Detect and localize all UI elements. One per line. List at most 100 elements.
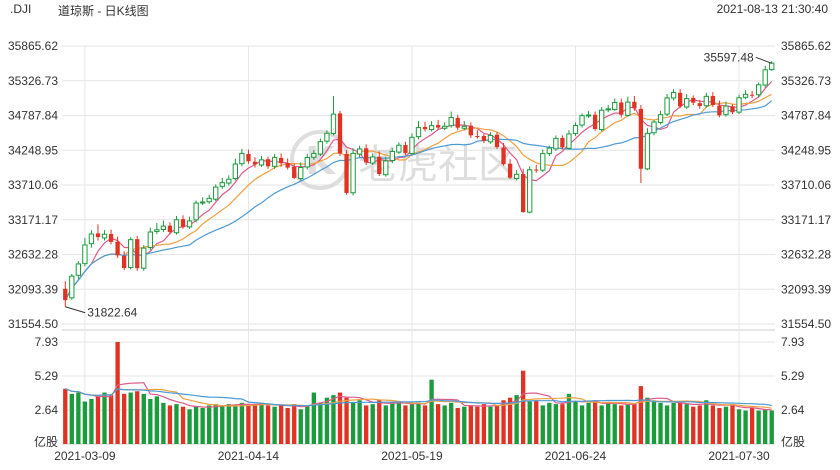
candle-body-up bbox=[75, 263, 82, 276]
candle-body-up bbox=[239, 152, 245, 165]
candle-body-up bbox=[540, 153, 546, 171]
candle-body-up bbox=[370, 156, 376, 164]
candle-body-up bbox=[193, 202, 199, 221]
volume-tick-label-right: 5.29 bbox=[781, 369, 805, 383]
candlesticks bbox=[63, 61, 775, 307]
volume-bar bbox=[121, 393, 127, 444]
volume-bar bbox=[651, 400, 657, 444]
candle-body-up bbox=[271, 156, 278, 167]
grid bbox=[62, 45, 775, 445]
candle-body-down bbox=[560, 137, 565, 148]
candle-body-up bbox=[69, 275, 75, 299]
volume-bar bbox=[540, 405, 545, 444]
price-tick-label-right: 31554.50 bbox=[781, 317, 831, 331]
candle-body-down bbox=[475, 135, 480, 137]
volume-bar bbox=[239, 402, 245, 444]
candle-body-down bbox=[455, 117, 460, 128]
volume-bar bbox=[350, 402, 356, 444]
price-tick-label-left: 33710.06 bbox=[8, 178, 58, 192]
volume-bar bbox=[390, 401, 395, 444]
volume-bar bbox=[710, 405, 716, 444]
volume-bar bbox=[586, 402, 591, 444]
date-tick-label: 2021-06-24 bbox=[545, 449, 607, 463]
candle-body-down bbox=[481, 135, 487, 141]
volume-bar bbox=[749, 407, 755, 444]
candle-body-up bbox=[88, 233, 95, 245]
volume-bar bbox=[514, 395, 519, 444]
candle-body-down bbox=[592, 114, 598, 130]
candle-body-up bbox=[311, 152, 317, 158]
volume-bar bbox=[193, 406, 199, 444]
candle-body-up bbox=[317, 141, 324, 155]
volume-bar bbox=[108, 395, 114, 444]
candle-body-up bbox=[154, 229, 160, 232]
candle-body-up bbox=[442, 125, 448, 129]
volume-tick-label-left: 5.29 bbox=[35, 369, 59, 383]
high-annotation-leader bbox=[755, 56, 772, 64]
candle-body-down bbox=[180, 219, 186, 227]
candle-body-up bbox=[415, 127, 422, 138]
price-tick-label-right: 33710.06 bbox=[781, 178, 831, 192]
candle-body-up bbox=[448, 117, 454, 127]
candle-body-down bbox=[63, 288, 68, 301]
volume-bar bbox=[403, 405, 408, 444]
volume-bar bbox=[488, 406, 493, 444]
volume-bar bbox=[174, 404, 179, 444]
timestamp-label: 2021-08-13 21:30:40 bbox=[716, 2, 828, 16]
candle-body-down bbox=[265, 159, 271, 167]
candle-body-up bbox=[409, 136, 415, 154]
volume-bar bbox=[527, 401, 532, 444]
candle-body-down bbox=[337, 113, 343, 154]
volume-bar bbox=[383, 405, 388, 444]
candle-body-up bbox=[428, 125, 435, 131]
candle-body-up bbox=[598, 109, 605, 131]
candle-body-up bbox=[350, 152, 356, 194]
candle-body-down bbox=[252, 161, 258, 165]
volume-bar bbox=[599, 405, 604, 444]
volume-bar bbox=[161, 402, 166, 444]
volume-bar bbox=[736, 409, 742, 444]
candle-body-up bbox=[298, 167, 304, 180]
candle-body-down bbox=[691, 97, 696, 103]
volume-bar bbox=[357, 400, 362, 444]
candle-body-up bbox=[644, 132, 651, 170]
volume-bar bbox=[645, 397, 650, 444]
candle-body-up bbox=[258, 159, 265, 166]
volume-bar bbox=[501, 400, 506, 444]
volume-bar bbox=[63, 388, 68, 444]
candle-body-up bbox=[566, 133, 572, 149]
price-tick-label-right: 34248.95 bbox=[781, 143, 831, 157]
candle-body-up bbox=[186, 220, 193, 228]
volume-moving-averages bbox=[65, 382, 772, 411]
low-annotation-leader bbox=[65, 306, 86, 314]
candle-body-down bbox=[292, 166, 297, 178]
volume-bar bbox=[553, 404, 559, 444]
candle-body-up bbox=[769, 62, 775, 71]
candle-body-up bbox=[330, 113, 337, 134]
volume-tick-label-left: 7.93 bbox=[35, 335, 59, 349]
candle-body-up bbox=[664, 97, 670, 115]
volume-bars bbox=[63, 342, 774, 444]
price-tick-label-right: 35865.62 bbox=[781, 39, 831, 53]
volume-bar bbox=[213, 404, 218, 444]
candle-body-down bbox=[403, 145, 408, 153]
volume-bar bbox=[455, 407, 460, 444]
date-tick-label: 2021-07-30 bbox=[708, 449, 770, 463]
volume-bar bbox=[128, 392, 133, 444]
volume-bar bbox=[566, 393, 572, 444]
volume-bar bbox=[697, 405, 702, 444]
date-tick-label: 2021-03-09 bbox=[54, 449, 116, 463]
volume-bar bbox=[691, 406, 696, 444]
candle-body-up bbox=[513, 173, 520, 180]
volume-bar bbox=[730, 404, 735, 444]
volume-bar bbox=[180, 406, 186, 444]
volume-bar bbox=[344, 397, 349, 444]
price-tick-label-right: 32093.39 bbox=[781, 282, 831, 296]
candle-body-up bbox=[703, 95, 709, 107]
volume-bar bbox=[200, 407, 205, 444]
volume-bar bbox=[141, 393, 146, 444]
volume-bar bbox=[416, 402, 421, 444]
candle-body-up bbox=[304, 156, 310, 168]
chart-header: .DJI 道琼斯 - 日K线图 2021-08-13 21:30:40 bbox=[0, 0, 840, 20]
